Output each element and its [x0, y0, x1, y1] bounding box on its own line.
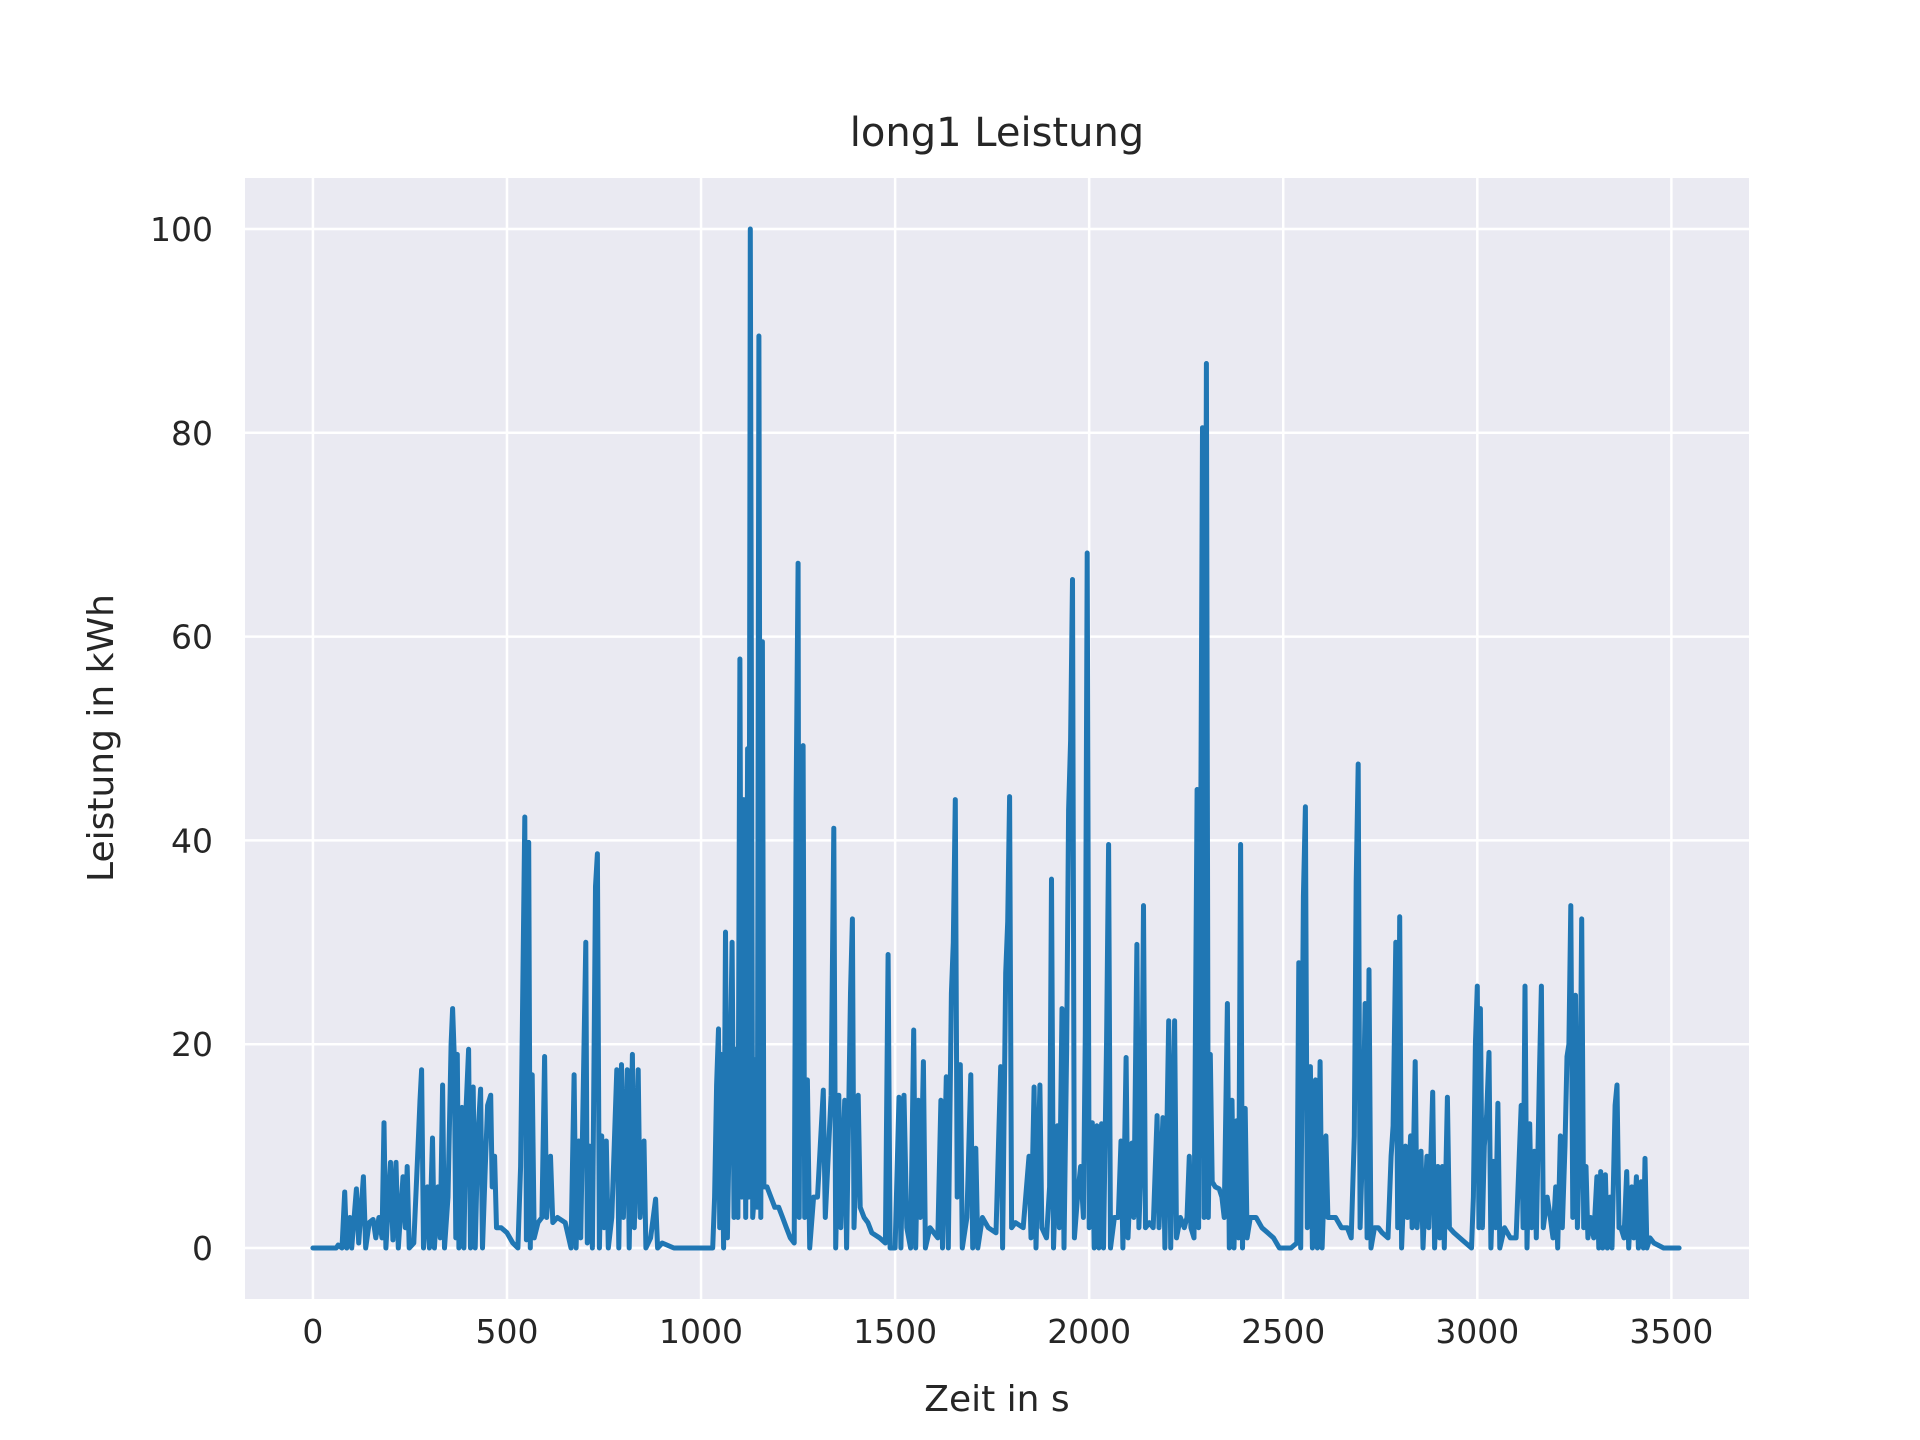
x-tick-label: 3500 [1629, 1312, 1713, 1351]
x-tick-label: 1000 [659, 1312, 743, 1351]
x-tick-label: 3000 [1435, 1312, 1519, 1351]
y-axis-label: Leistung in kWh [81, 594, 122, 882]
x-tick-label: 1500 [853, 1312, 937, 1351]
y-tick-label: 40 [171, 821, 213, 860]
y-tick-label: 0 [192, 1229, 213, 1268]
x-tick-label: 2000 [1047, 1312, 1131, 1351]
y-tick-label: 80 [171, 414, 213, 453]
series-layer [310, 226, 1682, 1251]
chart-title: long1 Leistung [850, 110, 1144, 156]
x-tick-label: 0 [302, 1312, 323, 1351]
x-axis-label: Zeit in s [924, 1379, 1069, 1420]
grid-lines [245, 178, 1749, 1299]
tick-labels: 0 500 1000 1500 2000 2500 3000 3500 0 20 40 60 80 100 [150, 210, 1713, 1351]
x-tick-label: 2500 [1241, 1312, 1325, 1351]
x-tick-label: 500 [475, 1312, 538, 1351]
y-tick-label: 100 [150, 210, 213, 249]
series-line [310, 226, 1682, 1251]
y-tick-label: 20 [171, 1025, 213, 1064]
y-tick-label: 60 [171, 618, 213, 657]
